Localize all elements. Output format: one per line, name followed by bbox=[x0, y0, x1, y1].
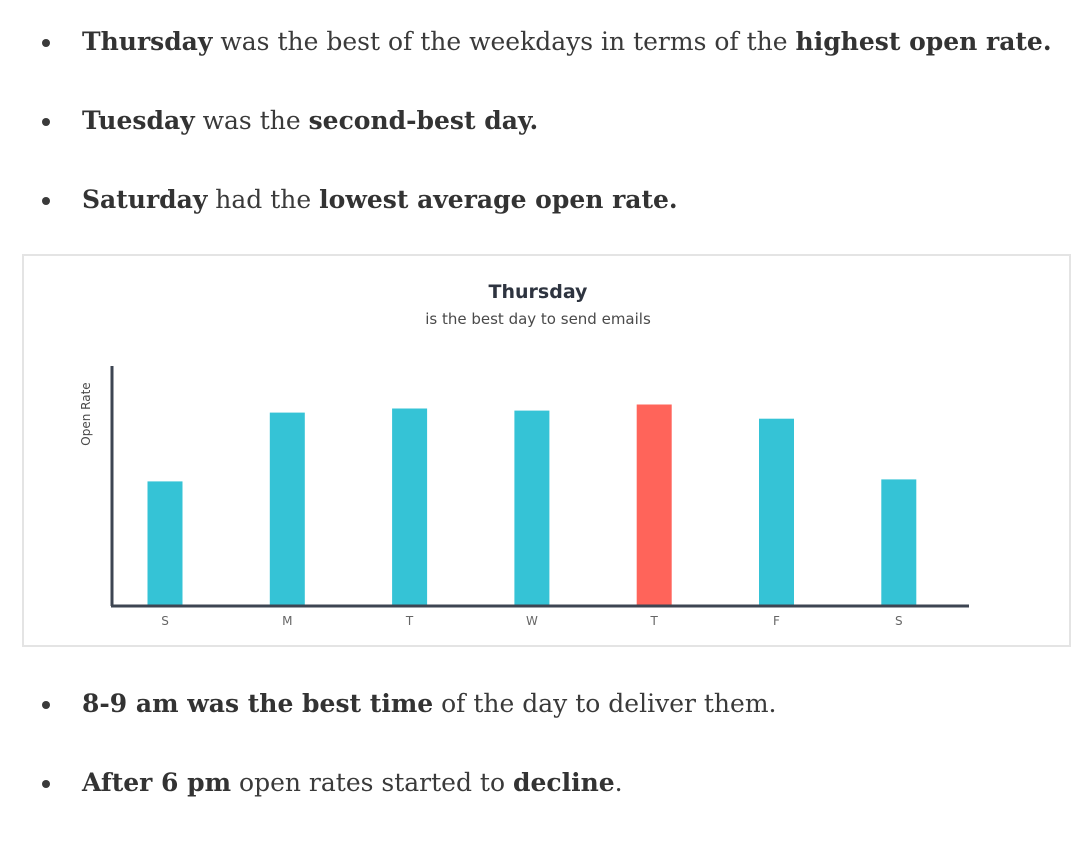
bar-0 bbox=[147, 481, 183, 605]
bar-4 bbox=[636, 404, 672, 605]
bar-5 bbox=[759, 418, 794, 605]
bullet-dot bbox=[42, 39, 50, 47]
chart-title: Thursday bbox=[489, 281, 589, 303]
bullet-bold-text: decline bbox=[512, 768, 615, 797]
bullet-text: of the day to deliver them. bbox=[433, 689, 777, 718]
bottom-bullet-list: 8-9 am was the best time of the day to d… bbox=[0, 688, 1091, 846]
bullet-bold-text: highest open rate. bbox=[795, 27, 1052, 56]
bullet-dot bbox=[42, 780, 50, 788]
bullet-dot bbox=[42, 197, 50, 205]
bullet-dot bbox=[42, 118, 50, 126]
bar-3 bbox=[514, 410, 550, 605]
x-tick-label: T bbox=[650, 614, 659, 628]
bullet-bold-text: lowest average open rate. bbox=[319, 185, 678, 214]
bullet-bold-text: Thursday bbox=[82, 27, 213, 56]
x-tick-label: S bbox=[895, 614, 903, 628]
bullet-item: 8-9 am was the best time of the day to d… bbox=[0, 688, 1091, 720]
x-tick-label: T bbox=[405, 614, 414, 628]
x-tick-label: W bbox=[526, 614, 538, 628]
bar-6 bbox=[881, 479, 917, 605]
bullet-item: Saturday had the lowest average open rat… bbox=[0, 184, 1091, 216]
bullet-text: was the best of the weekdays in terms of… bbox=[212, 27, 796, 56]
top-bullet-list: Thursday was the best of the weekdays in… bbox=[0, 26, 1091, 263]
bullet-bold-text: Tuesday bbox=[82, 106, 195, 135]
chart-svg: Thursday is the best day to send emails … bbox=[79, 281, 969, 628]
x-tick-label: F bbox=[773, 614, 780, 628]
bullet-item: Tuesday was the second-best day. bbox=[0, 105, 1091, 137]
bars-layer bbox=[147, 404, 917, 605]
x-tick-label: S bbox=[161, 614, 169, 628]
bullet-bold-text: 8-9 am was the best time bbox=[82, 689, 434, 718]
bullet-bold-text: second-best day. bbox=[308, 106, 539, 135]
bullet-text: open rates started to bbox=[231, 768, 513, 797]
bullet-text: was the bbox=[194, 106, 309, 135]
bar-2 bbox=[392, 408, 428, 605]
bullet-text: . bbox=[614, 768, 623, 797]
bullet-dot bbox=[42, 701, 50, 709]
bullet-item: After 6 pm open rates started to decline… bbox=[0, 767, 1091, 799]
x-tick-label: M bbox=[282, 614, 292, 628]
y-axis-label: Open Rate bbox=[79, 382, 93, 445]
chart-subtitle: is the best day to send emails bbox=[425, 310, 651, 328]
bullet-item: Thursday was the best of the weekdays in… bbox=[0, 26, 1091, 58]
bullet-bold-text: Saturday bbox=[82, 185, 208, 214]
open-rate-chart: Thursday is the best day to send emails … bbox=[22, 254, 1071, 647]
bullet-bold-text: After 6 pm bbox=[82, 768, 232, 797]
bar-1 bbox=[269, 412, 305, 605]
bullet-text: had the bbox=[207, 185, 320, 214]
